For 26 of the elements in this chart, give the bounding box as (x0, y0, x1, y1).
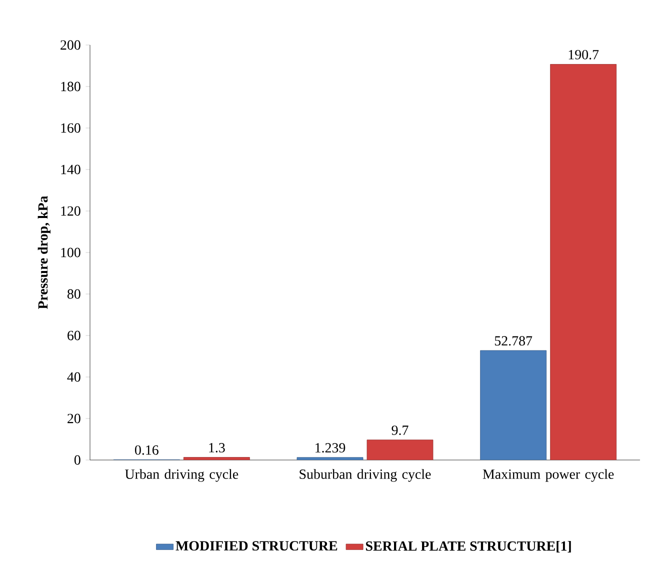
data-label: 1.3 (209, 443, 225, 452)
bar (480, 350, 547, 460)
y-tick-label: 40 (67, 372, 80, 382)
data-label: 1.239 (316, 443, 346, 453)
y-tick-label: 200 (60, 40, 80, 50)
x-tick-label: Maximum power cycle (482, 469, 614, 482)
x-tick-label: Suburban driving cycle (300, 469, 431, 482)
data-label: 52.787 (494, 336, 532, 346)
y-axis-title: Pressure drop, kPa (38, 196, 50, 310)
y-tick-label: 180 (61, 82, 80, 92)
bar (550, 64, 617, 460)
data-label: 9.7 (392, 426, 408, 436)
legend-label: SERIAL PLATE STRUCTURE[1] (366, 540, 571, 552)
data-label: 190.7 (568, 50, 599, 60)
y-tick-label: 160 (61, 123, 80, 133)
y-tick-label: 140 (61, 164, 80, 174)
data-label: 0.16 (134, 445, 158, 455)
y-tick-label: 100 (61, 248, 80, 258)
y-tick-label: 0 (74, 455, 80, 465)
y-tick-label: 60 (68, 330, 80, 340)
y-tick-label: 120 (61, 206, 80, 216)
x-tick-label: Urban driving cycle (125, 469, 238, 482)
legend-label: MODIFIED STRUCTURE (176, 541, 338, 551)
bar (366, 440, 434, 460)
y-tick-label: 80 (67, 289, 80, 299)
y-tick-label: 20 (68, 414, 80, 424)
